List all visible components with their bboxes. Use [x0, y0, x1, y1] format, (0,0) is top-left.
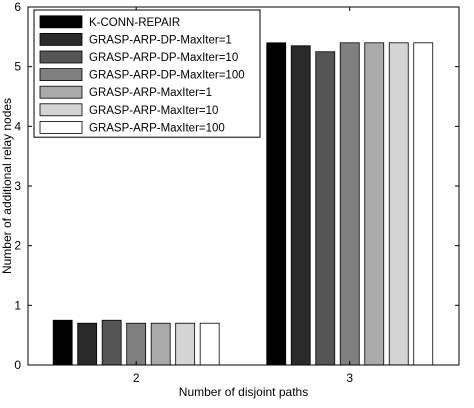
legend-entry: GRASP-ARP-MaxIter=10 [89, 105, 218, 117]
x-tick-label: 2 [133, 371, 140, 385]
bar [77, 322, 98, 366]
bar [315, 51, 336, 366]
legend-entry: K-CONN-REPAIR [89, 17, 180, 29]
bar [175, 322, 196, 366]
bar [150, 322, 171, 366]
x-axis-title: Number of disjoint paths [179, 385, 308, 399]
bar [101, 319, 122, 366]
legend-entry: GRASP-ARP-MaxIter=100 [89, 122, 225, 134]
legend-swatch [39, 50, 83, 64]
legend: K-CONN-REPAIR GRASP-ARP-DP-MaxIter=1 GRASP… [33, 9, 261, 138]
bar [199, 322, 220, 366]
y-tick-label: 3 [14, 179, 21, 193]
legend-swatch [39, 33, 83, 46]
bar [290, 45, 311, 366]
legend-swatch [39, 121, 83, 134]
legend-swatch [39, 85, 83, 99]
legend-entry: GRASP-ARP-MaxIter=1 [89, 87, 212, 99]
legend-swatch [39, 103, 83, 117]
y-tick-label: 0 [14, 358, 21, 372]
bar [52, 319, 73, 366]
legend-swatch [39, 15, 83, 29]
axis-ticks: 0 1 2 3 4 5 6 2 3 [14, 0, 459, 385]
bar [266, 42, 287, 366]
y-tick-label: 2 [14, 239, 21, 253]
bar [339, 42, 360, 366]
bar [388, 42, 409, 366]
y-axis-title: Number of additional relay nodes [0, 98, 14, 274]
bar [413, 42, 434, 366]
legend-swatch [39, 68, 83, 81]
legend-entry: GRASP-ARP-DP-MaxIter=10 [89, 52, 238, 64]
y-tick-label: 4 [14, 119, 21, 133]
bar [126, 322, 147, 366]
y-tick-label: 6 [14, 0, 21, 14]
y-tick-label: 5 [14, 60, 21, 74]
legend-entry: GRASP-ARP-DP-MaxIter=1 [89, 34, 232, 46]
y-tick-label: 1 [14, 298, 21, 312]
bar [364, 42, 385, 366]
legend-entry: GRASP-ARP-DP-MaxIter=100 [89, 70, 245, 82]
x-tick-label: 3 [346, 371, 353, 385]
